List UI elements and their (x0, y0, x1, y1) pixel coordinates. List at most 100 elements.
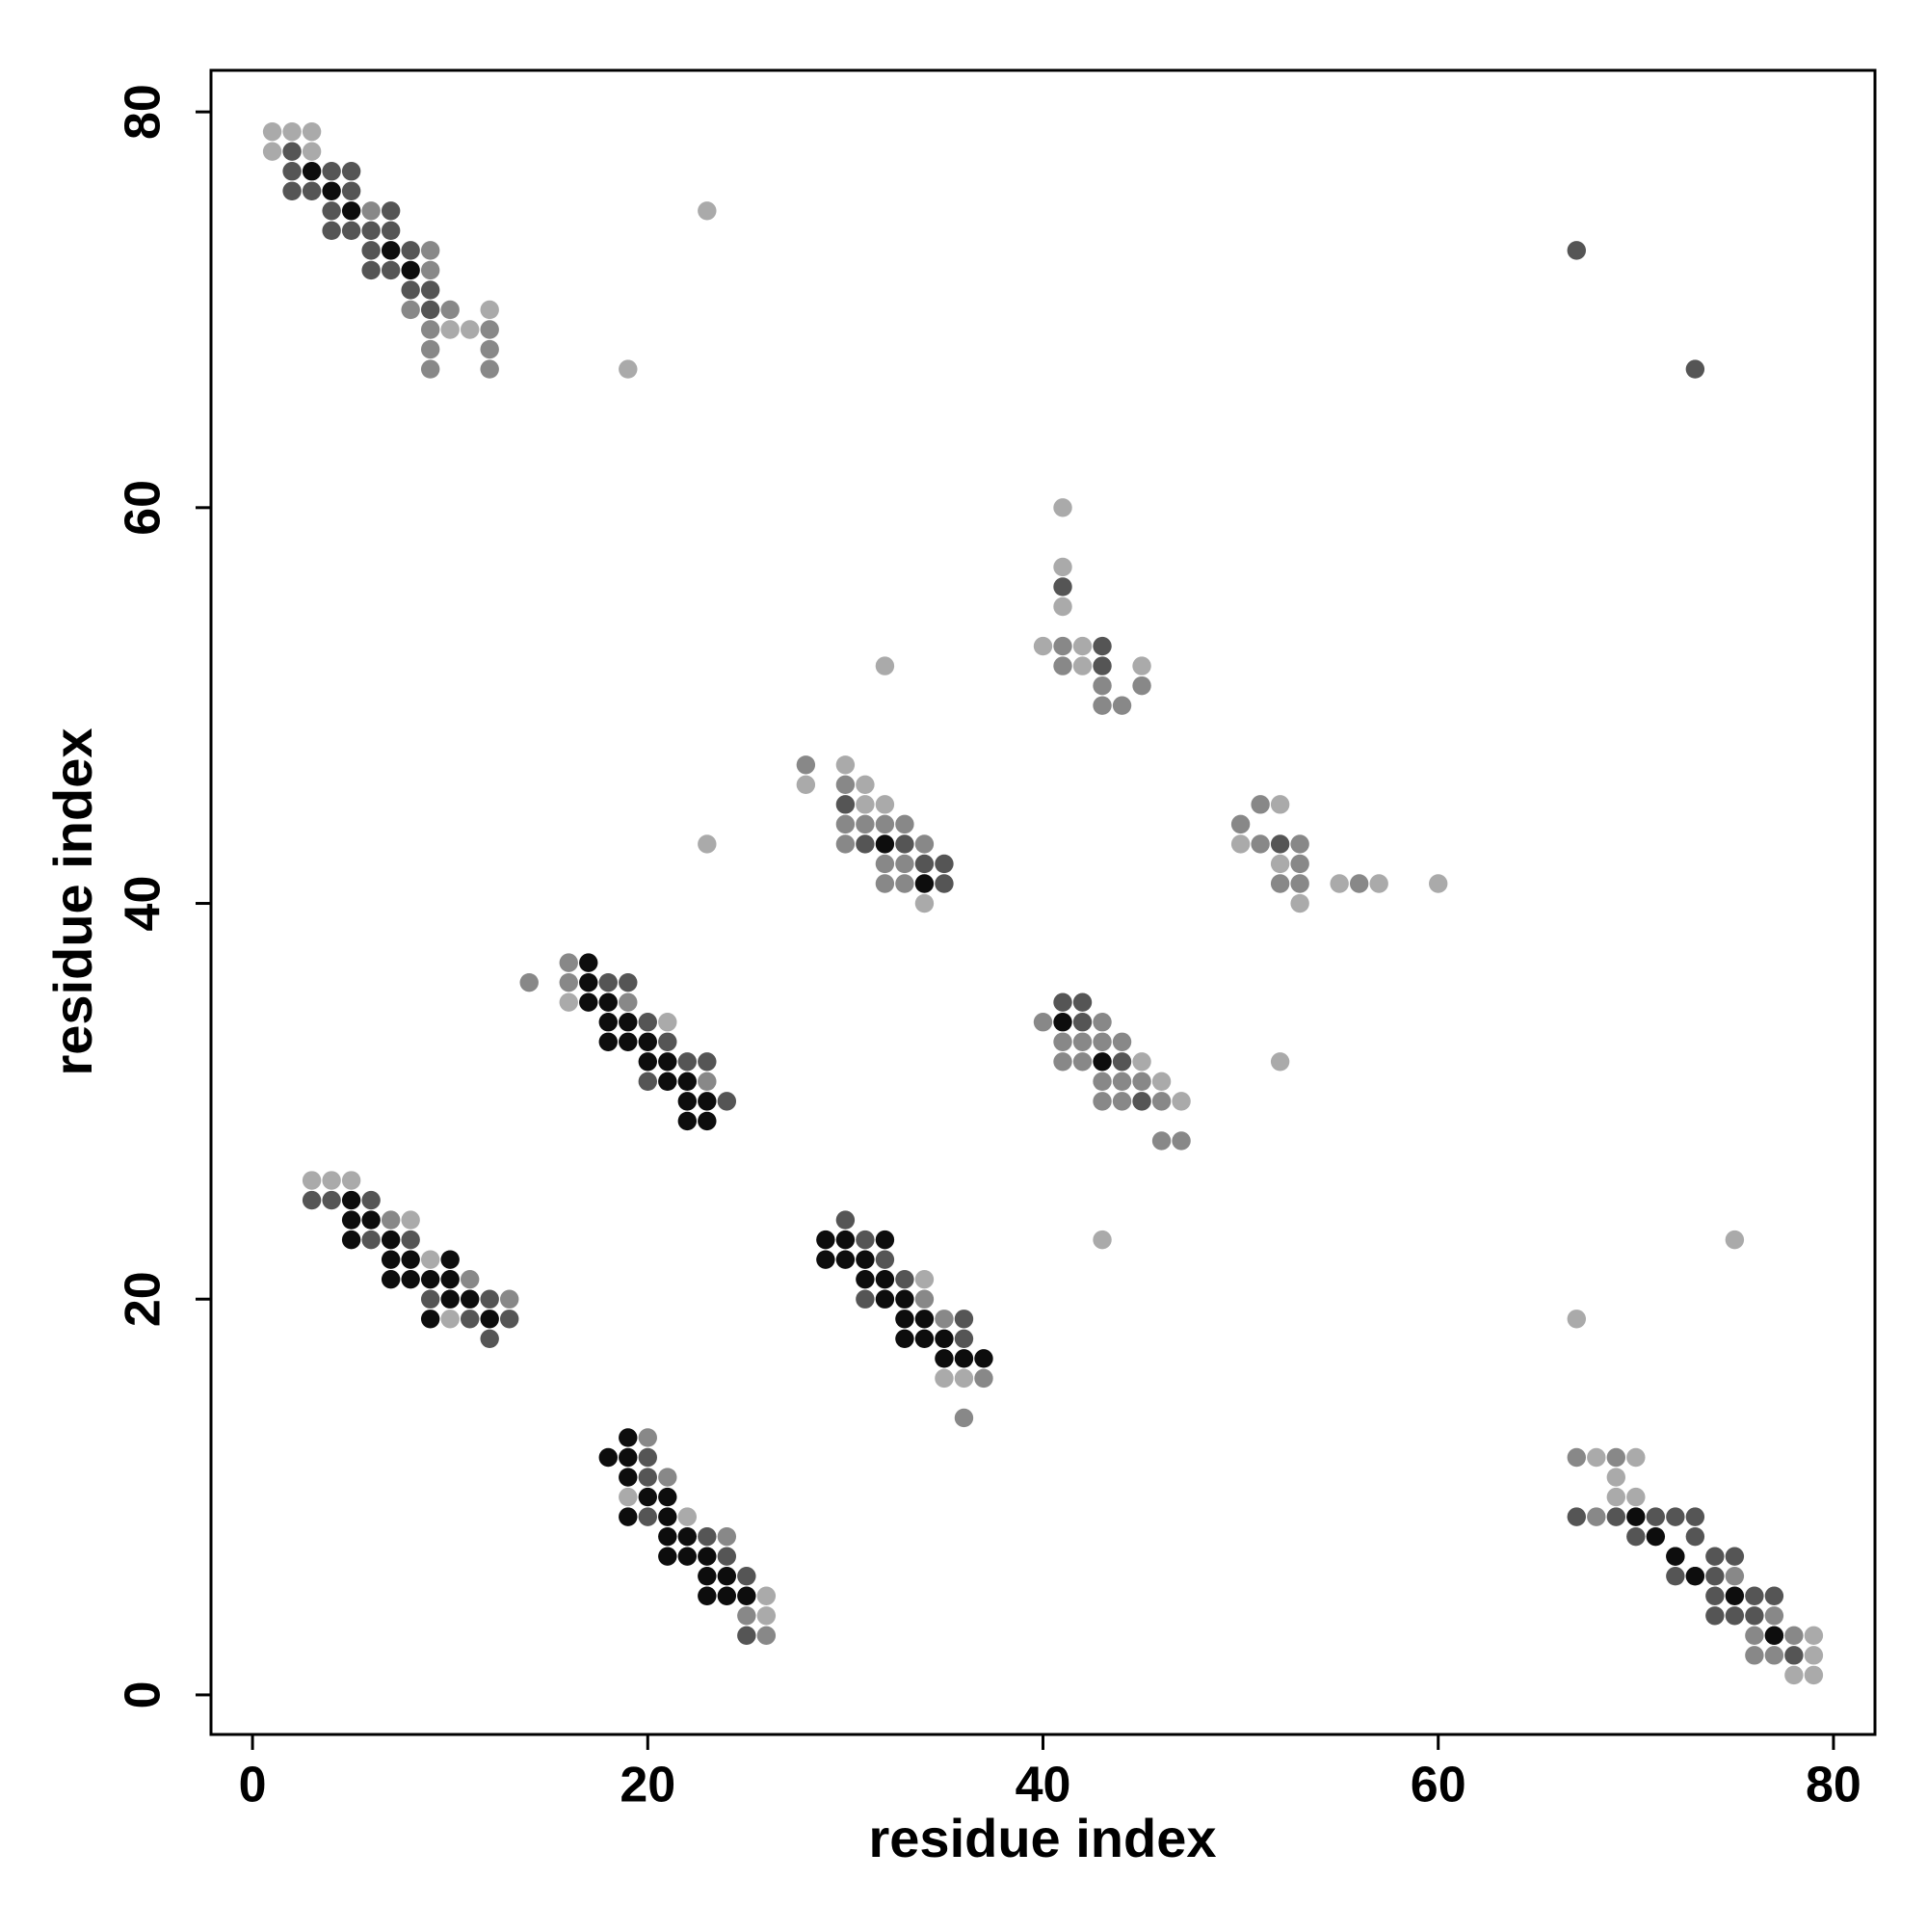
point (698, 1586, 717, 1605)
point (1567, 1447, 1586, 1468)
point (341, 181, 361, 200)
point (1132, 1092, 1151, 1111)
point (677, 1052, 698, 1072)
point (381, 1210, 401, 1230)
point (1606, 1487, 1626, 1507)
point (1033, 1013, 1053, 1032)
point (1270, 795, 1290, 814)
point (1290, 834, 1309, 854)
point (935, 1329, 954, 1348)
point (480, 320, 499, 339)
point (638, 1052, 657, 1072)
point (1093, 1092, 1112, 1111)
point (677, 1092, 698, 1111)
point (598, 992, 618, 1012)
point (835, 1250, 856, 1269)
point (1290, 874, 1309, 893)
point (1172, 1131, 1191, 1151)
point (361, 221, 381, 241)
point (341, 1171, 361, 1190)
point (895, 874, 914, 893)
point (1112, 1032, 1132, 1051)
point (1230, 834, 1251, 854)
point (1053, 1013, 1072, 1032)
point (895, 834, 914, 854)
point (420, 1250, 440, 1269)
point (322, 221, 341, 241)
point (1132, 1072, 1151, 1092)
point (677, 1526, 698, 1547)
point (698, 1547, 717, 1566)
point (875, 1269, 895, 1289)
point (1093, 675, 1112, 696)
point (1705, 1606, 1725, 1626)
point (1764, 1586, 1784, 1605)
point (914, 1310, 935, 1329)
point (341, 1210, 361, 1230)
point (1251, 795, 1270, 814)
point (1606, 1468, 1626, 1487)
point (460, 1289, 480, 1309)
point (875, 874, 895, 893)
point (1112, 1072, 1132, 1092)
point (638, 1468, 657, 1487)
point (698, 1526, 717, 1547)
point (619, 1447, 638, 1468)
point (756, 1626, 777, 1646)
point (420, 1310, 440, 1329)
point (341, 201, 361, 221)
point (381, 241, 401, 260)
point (1626, 1507, 1646, 1526)
point (914, 854, 935, 874)
point (440, 320, 460, 339)
point (1567, 241, 1586, 260)
point (519, 972, 539, 992)
point (341, 1190, 361, 1210)
point (856, 775, 875, 795)
point (361, 260, 381, 280)
point (1072, 1032, 1093, 1051)
point (302, 142, 322, 161)
point (1705, 1586, 1725, 1605)
point (282, 181, 302, 200)
point (677, 1547, 698, 1566)
point (302, 1190, 322, 1210)
point (302, 181, 322, 200)
point (1290, 893, 1309, 913)
point (698, 1567, 717, 1586)
point (835, 1230, 856, 1250)
point (420, 359, 440, 379)
point (737, 1606, 756, 1626)
point (1053, 577, 1072, 596)
point (1725, 1547, 1745, 1566)
point (895, 854, 914, 874)
point (381, 260, 401, 280)
point (875, 814, 895, 834)
point (1053, 557, 1072, 577)
point (914, 874, 935, 893)
point (914, 1289, 935, 1309)
point (875, 795, 895, 814)
point (1151, 1072, 1172, 1092)
point (1093, 1032, 1112, 1051)
point (1093, 1072, 1112, 1092)
point (480, 1289, 499, 1309)
point (737, 1626, 756, 1646)
point (1053, 636, 1072, 656)
point (322, 201, 341, 221)
point (1745, 1606, 1764, 1626)
point (1270, 874, 1290, 893)
point (1666, 1547, 1685, 1566)
point (302, 162, 322, 181)
point (619, 1013, 638, 1032)
point (638, 1013, 657, 1032)
point (638, 1072, 657, 1092)
y-tick-label: 80 (116, 84, 172, 140)
point (638, 1487, 657, 1507)
point (1804, 1665, 1824, 1685)
point (875, 656, 895, 675)
point (1053, 656, 1072, 675)
point (698, 1111, 717, 1131)
point (658, 1032, 677, 1051)
y-tick-label: 20 (116, 1271, 172, 1327)
